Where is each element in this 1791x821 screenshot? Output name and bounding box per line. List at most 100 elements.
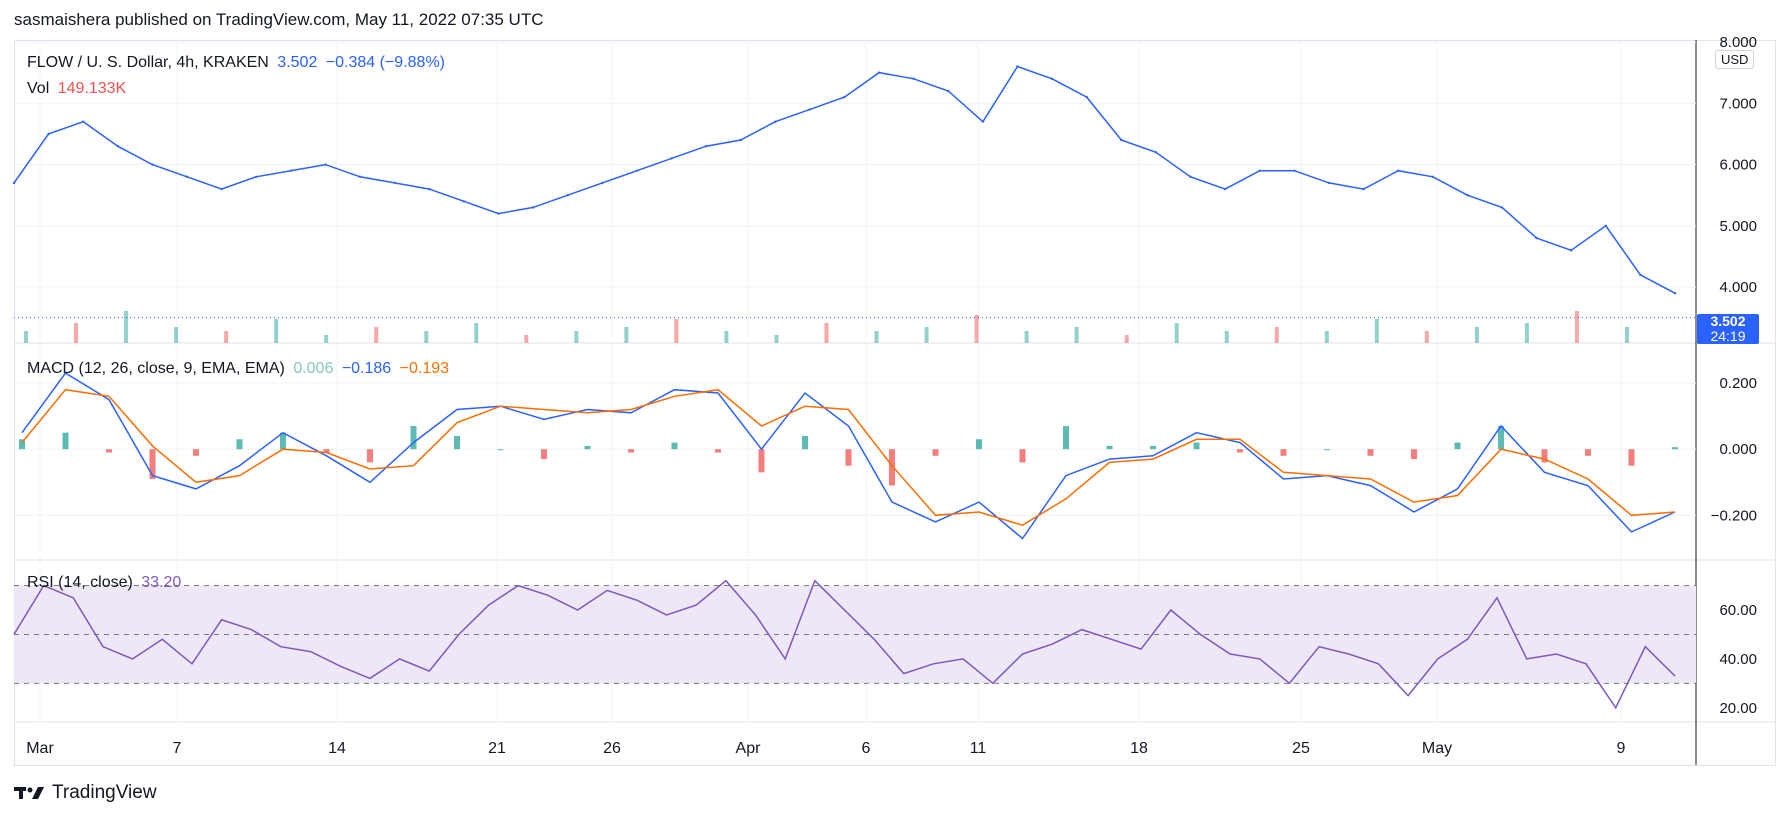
currency-button[interactable]: USD xyxy=(1715,50,1755,69)
volume-bar xyxy=(524,335,529,343)
volume-bar xyxy=(1224,331,1229,343)
price-point xyxy=(1258,169,1261,172)
price-point xyxy=(947,89,950,93)
macd-histogram-bar xyxy=(1367,449,1374,456)
price-point xyxy=(1535,236,1538,240)
price-point xyxy=(185,175,189,179)
macd-histogram-bar xyxy=(584,445,591,450)
price-point xyxy=(566,193,569,197)
volume-bar xyxy=(274,319,279,343)
x-tick-label: Apr xyxy=(736,740,762,757)
macd-histogram-bar xyxy=(1454,442,1461,450)
y-tick-label: 20.00 xyxy=(1719,700,1757,717)
macd-line[interactable] xyxy=(21,372,1676,540)
volume-bar xyxy=(1124,335,1129,343)
brand-label: TradingView xyxy=(52,782,157,803)
price-point xyxy=(1154,151,1158,154)
volume-legend: Vol 149.133K xyxy=(27,80,130,98)
price-point xyxy=(358,175,362,179)
x-tick-label: 26 xyxy=(603,740,621,757)
volume-bar xyxy=(1324,331,1329,343)
price-point xyxy=(289,169,293,172)
y-tick-label: 0.000 xyxy=(1719,441,1757,458)
tradingview-logo-icon xyxy=(14,787,44,799)
x-tick-label: Mar xyxy=(26,740,54,757)
price-point xyxy=(635,169,639,172)
price-point xyxy=(1431,175,1434,179)
macd-histogram-bar xyxy=(1237,449,1243,453)
macd-histogram-bar xyxy=(1150,445,1156,450)
x-tick-label: 9 xyxy=(1617,740,1626,757)
price-point xyxy=(1673,292,1677,295)
price-point xyxy=(255,175,258,179)
y-tick-label: −0.200 xyxy=(1711,507,1757,524)
price-point xyxy=(47,132,50,136)
bar-countdown: 24:19 xyxy=(1710,328,1746,344)
symbol-label[interactable]: FLOW / U. S. Dollar, 4h, KRAKEN xyxy=(27,54,269,71)
price-point xyxy=(1500,206,1504,209)
price-point xyxy=(1120,138,1123,142)
macd-legend: MACD (12, 26, close, 9, EMA, EMA) 0.006 … xyxy=(27,360,453,378)
macd-histogram-bar xyxy=(1672,447,1678,450)
price-point xyxy=(1604,224,1607,228)
macd-histogram-bar xyxy=(889,449,895,486)
x-tick-label: May xyxy=(1422,740,1452,757)
volume-bar xyxy=(1374,319,1379,343)
rsi-line[interactable] xyxy=(13,579,1676,710)
volume-bar xyxy=(1474,327,1479,343)
rsi-label[interactable]: RSI (14, close) xyxy=(27,574,133,591)
volume-bar xyxy=(1024,331,1029,343)
macd-label[interactable]: MACD (12, 26, close, 9, EMA, EMA) xyxy=(27,360,285,377)
publish-line: sasmaishera published on TradingView.com… xyxy=(14,10,544,29)
macd-histogram-bar xyxy=(19,439,25,450)
macd-signal-line[interactable] xyxy=(21,388,1676,527)
tradingview-brand[interactable]: TradingView xyxy=(14,782,157,804)
price-point xyxy=(324,163,327,166)
macd-histogram-bar xyxy=(1324,449,1330,451)
price-point xyxy=(1016,65,1019,68)
price-point xyxy=(1569,249,1573,252)
macd-histogram-bar xyxy=(1585,449,1591,456)
macd-histogram-bar xyxy=(1019,449,1026,463)
price-line[interactable] xyxy=(13,65,1676,294)
volume-bar xyxy=(574,331,579,343)
price-point xyxy=(393,181,396,185)
macd-signal-value: −0.193 xyxy=(399,360,450,377)
main-legend: FLOW / U. S. Dollar, 4h, KRAKEN 3.502 −0… xyxy=(27,54,449,72)
volume-bar xyxy=(1524,323,1529,343)
chart-frame xyxy=(14,40,1776,766)
last-price: 3.502 xyxy=(277,54,318,71)
macd-histogram-bar xyxy=(367,449,373,463)
price-change: −0.384 (−9.88%) xyxy=(325,54,445,71)
volume-bar xyxy=(24,331,28,343)
price-point xyxy=(428,187,431,191)
y-tick-label: 40.00 xyxy=(1719,651,1757,668)
y-tick-label: 5.000 xyxy=(1719,218,1757,235)
volume-bar xyxy=(424,331,429,343)
x-tick-label: 18 xyxy=(1130,740,1148,757)
y-tick-label: 60.00 xyxy=(1719,602,1757,619)
volume-bar xyxy=(1074,327,1079,343)
rsi-legend: RSI (14, close) 33.20 xyxy=(27,574,185,592)
price-point xyxy=(497,212,500,215)
x-tick-label: 7 xyxy=(173,740,182,757)
volume-bar xyxy=(974,315,979,343)
y-tick-label: 4.000 xyxy=(1719,279,1757,296)
volume-bar xyxy=(74,323,79,343)
y-tick-label: 0.200 xyxy=(1719,375,1757,392)
macd-histogram-bar xyxy=(932,449,939,456)
price-point xyxy=(704,144,708,148)
volume-bar xyxy=(774,335,779,343)
volume-bar xyxy=(924,327,929,343)
price-point xyxy=(1466,193,1469,197)
macd-histogram-bar xyxy=(802,435,808,450)
volume-bar xyxy=(1274,327,1279,343)
x-tick-label: 14 xyxy=(328,740,346,757)
price-point xyxy=(1362,187,1365,191)
price-point xyxy=(1223,187,1227,191)
macd-histogram-bar xyxy=(497,449,504,451)
volume-bar xyxy=(1424,331,1429,343)
price-point xyxy=(601,181,604,185)
volume-label[interactable]: Vol xyxy=(27,80,50,97)
